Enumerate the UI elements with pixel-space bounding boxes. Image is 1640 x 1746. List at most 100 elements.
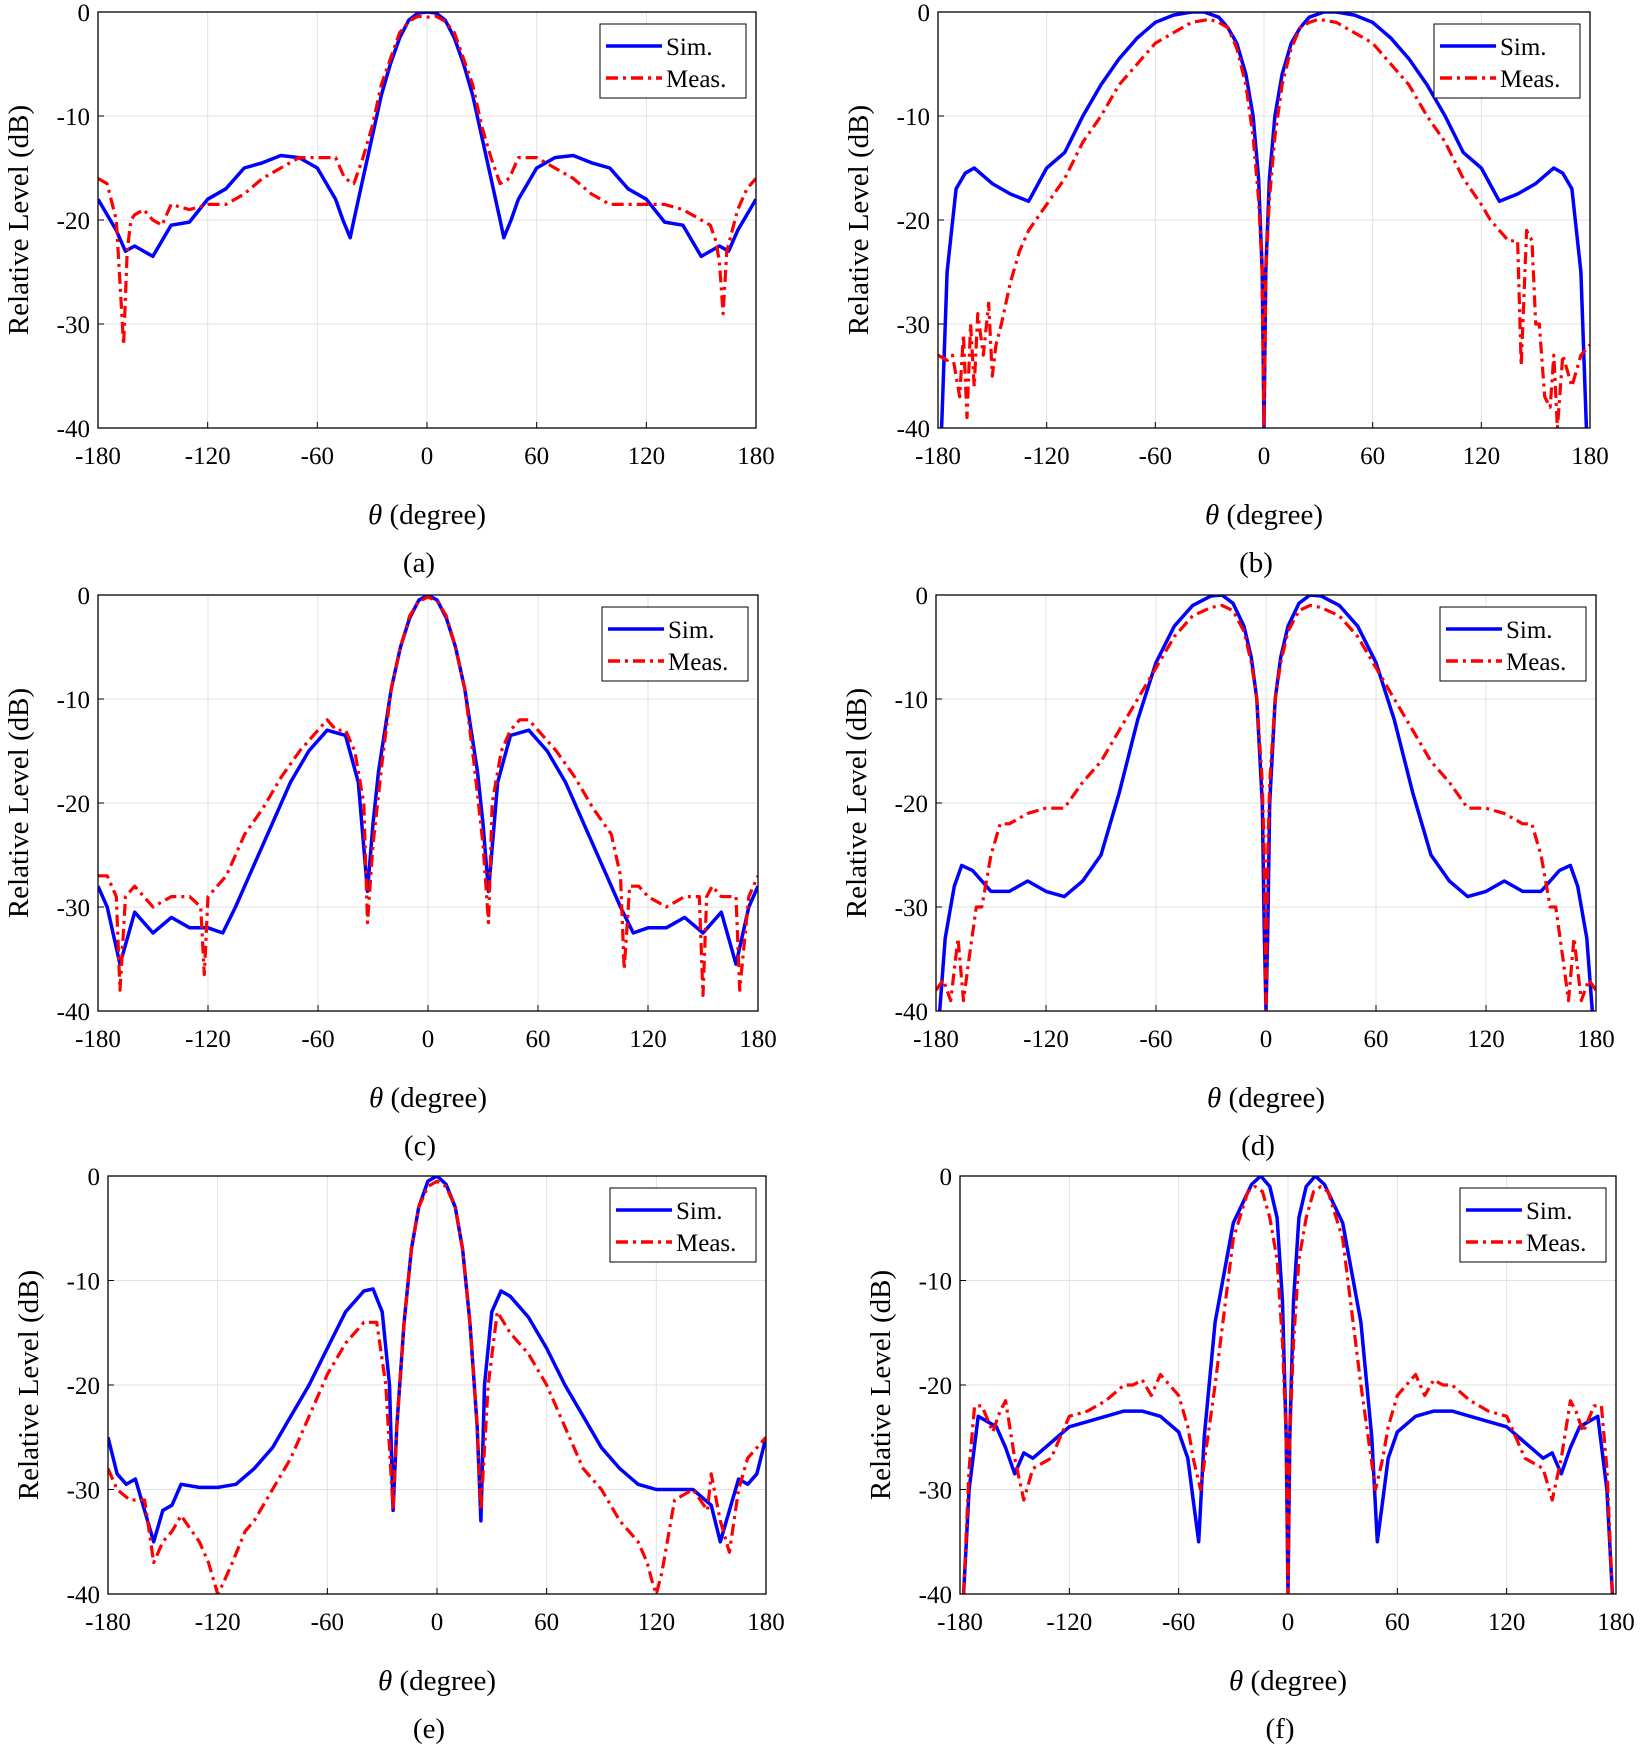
legend-label: Sim. [1500,34,1547,61]
x-tick-label: 180 [1577,1026,1615,1053]
x-axis-label: θ (degree) [378,1665,496,1697]
y-tick-label: -30 [57,895,90,922]
y-tick-label: -20 [67,1373,100,1400]
x-tick-label: 120 [1463,443,1501,470]
x-axis-unit: (degree) [382,499,486,531]
x-tick-label: -120 [185,443,231,470]
x-tick-label: 180 [737,443,775,470]
x-tick-label: -180 [75,443,121,470]
y-axis-label: Relative Level (dB) [13,1270,45,1500]
legend-label: Meas. [1526,1230,1586,1257]
x-tick-label: -120 [195,1609,241,1636]
y-tick-label: -10 [57,104,90,131]
y-tick-label: 0 [940,1164,953,1191]
panel-caption: (f) [1266,1713,1295,1745]
theta-symbol: θ [378,1665,392,1697]
legend-label: Meas. [1506,649,1566,676]
legend-label: Sim. [1506,617,1553,644]
x-axis-unit: (degree) [1221,1082,1325,1114]
theta-symbol: θ [369,1082,383,1114]
theta-symbol: θ [1207,1082,1221,1114]
x-tick-label: 120 [1488,1609,1526,1636]
figure-panels: -180 -120 -60 0 60 120 180 0 -10 -20 -30 -40 Sim. Mea… [0,0,1640,1746]
x-tick-label: 180 [1597,1609,1635,1636]
y-tick-label: -10 [67,1269,100,1296]
x-tick-label: 60 [1360,443,1385,470]
x-tick-label: 60 [526,1026,551,1053]
y-axis-label: Relative Level (dB) [865,1270,897,1500]
legend-label: Sim. [666,34,713,61]
x-tick-label: 60 [524,443,549,470]
y-axis-label: Relative Level (dB) [3,688,35,918]
y-tick-label: -40 [919,1582,952,1609]
y-tick-label: 0 [88,1164,101,1191]
x-tick-label: 60 [1385,1609,1410,1636]
y-tick-label: -30 [67,1478,100,1505]
panel-caption: (d) [1241,1130,1275,1162]
y-tick-label: -40 [895,999,928,1026]
y-tick-label: -40 [897,416,930,443]
theta-symbol: θ [1229,1665,1243,1697]
chart-panel-a: -180 -120 -60 0 60 120 180 0 -10 -20 -30 -40 Sim. Mea… [3,0,775,579]
legend-label: Sim. [676,1198,723,1225]
x-tick-label: 60 [1364,1026,1389,1053]
x-tick-label: 120 [638,1609,676,1636]
legend-label: Meas. [668,649,728,676]
x-tick-label: 0 [431,1609,444,1636]
x-tick-label: -120 [1024,443,1070,470]
chart-panel-b: -180 -120 -60 0 60 120 180 0 -10 -20 -30 -40 Sim. Mea… [843,0,1609,579]
x-axis-unit: (degree) [392,1665,496,1697]
x-axis-label: θ (degree) [368,499,486,531]
y-tick-label: 0 [916,583,929,610]
legend-label: Meas. [666,66,726,93]
chart-panel-d: -180 -120 -60 0 60 120 180 0 -10 -20 -30 -40 Sim. Mea… [841,583,1615,1162]
y-tick-label: -10 [895,687,928,714]
y-tick-label: -30 [897,312,930,339]
legend-label: Meas. [676,1230,736,1257]
x-tick-label: 0 [1282,1609,1295,1636]
x-tick-label: -120 [1023,1026,1069,1053]
y-tick-label: 0 [78,583,91,610]
x-tick-label: -180 [85,1609,131,1636]
x-axis-label: θ (degree) [369,1082,487,1114]
x-axis-unit: (degree) [383,1082,487,1114]
legend-label: Sim. [668,617,715,644]
panel-caption: (b) [1239,547,1273,579]
x-axis-label: θ (degree) [1205,499,1323,531]
y-tick-label: -30 [57,312,90,339]
x-tick-label: 120 [628,443,666,470]
x-axis-label: θ (degree) [1229,1665,1347,1697]
x-tick-label: 180 [1571,443,1609,470]
y-tick-label: -20 [57,791,90,818]
y-tick-label: -10 [919,1269,952,1296]
panel-caption: (a) [403,547,435,579]
x-tick-label: -60 [1139,1026,1172,1053]
y-tick-label: 0 [78,0,91,27]
y-tick-label: -20 [895,791,928,818]
x-tick-label: 60 [534,1609,559,1636]
y-tick-label: -20 [919,1373,952,1400]
x-tick-label: -120 [185,1026,231,1053]
x-tick-label: -60 [1162,1609,1195,1636]
y-tick-label: -30 [895,895,928,922]
y-tick-label: -10 [57,687,90,714]
panel-caption: (e) [413,1713,445,1745]
x-tick-label: 0 [1258,443,1271,470]
y-axis-label: Relative Level (dB) [841,688,873,918]
y-axis-label: Relative Level (dB) [3,105,35,335]
x-tick-label: 0 [1260,1026,1273,1053]
y-tick-label: -30 [919,1478,952,1505]
chart-panel-e: -180 -120 -60 0 60 120 1800-10-20-30-40Sim.Mea… [13,1164,785,1745]
x-tick-label: 120 [629,1026,667,1053]
x-tick-label: 180 [739,1026,777,1053]
y-tick-label: -20 [897,208,930,235]
x-tick-label: 120 [1467,1026,1505,1053]
x-tick-label: -60 [301,1026,334,1053]
theta-symbol: θ [1205,499,1219,531]
legend-label: Sim. [1526,1198,1573,1225]
y-axis-label: Relative Level (dB) [843,105,875,335]
panel-caption: (c) [404,1130,436,1162]
x-tick-label: -60 [301,443,334,470]
x-axis-label: θ (degree) [1207,1082,1325,1114]
theta-symbol: θ [368,499,382,531]
